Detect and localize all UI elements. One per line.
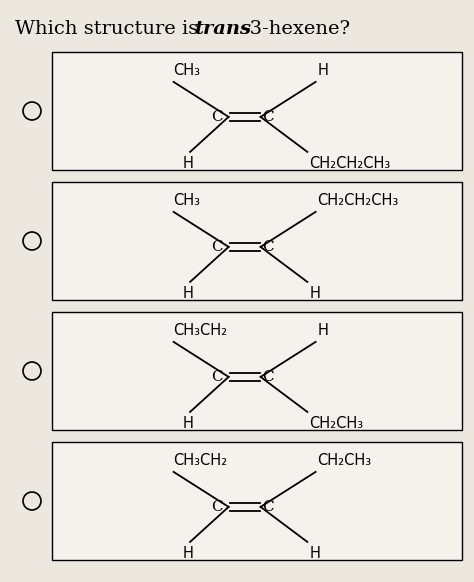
Text: -3-hexene?: -3-hexene? (243, 20, 350, 38)
Text: C: C (211, 240, 223, 254)
Text: C: C (263, 500, 274, 514)
Text: C: C (211, 500, 223, 514)
Bar (52, 442, 462, 560)
Bar (52, 312, 462, 430)
Text: H: H (182, 546, 193, 561)
Text: CH₃: CH₃ (173, 193, 201, 208)
Text: H: H (182, 286, 193, 301)
Text: CH₃CH₂: CH₃CH₂ (173, 323, 228, 338)
Text: H: H (182, 416, 193, 431)
Text: H: H (182, 156, 193, 171)
Text: C: C (211, 370, 223, 384)
Text: C: C (263, 370, 274, 384)
Text: H: H (310, 286, 320, 301)
Text: CH₂CH₂CH₃: CH₂CH₂CH₃ (318, 193, 399, 208)
Text: C: C (263, 110, 274, 124)
Text: CH₂CH₃: CH₂CH₃ (318, 453, 372, 468)
Text: CH₂CH₃: CH₂CH₃ (310, 416, 364, 431)
Text: H: H (310, 546, 320, 561)
Text: Which structure is: Which structure is (15, 20, 204, 38)
Text: H: H (318, 323, 328, 338)
Text: C: C (263, 240, 274, 254)
Text: CH₃CH₂: CH₃CH₂ (173, 453, 228, 468)
Text: CH₃: CH₃ (173, 63, 201, 78)
Text: trans: trans (194, 20, 251, 38)
Text: C: C (211, 110, 223, 124)
Text: CH₂CH₂CH₃: CH₂CH₂CH₃ (310, 156, 391, 171)
Text: H: H (318, 63, 328, 78)
Bar (52, 52, 462, 170)
Bar (52, 182, 462, 300)
